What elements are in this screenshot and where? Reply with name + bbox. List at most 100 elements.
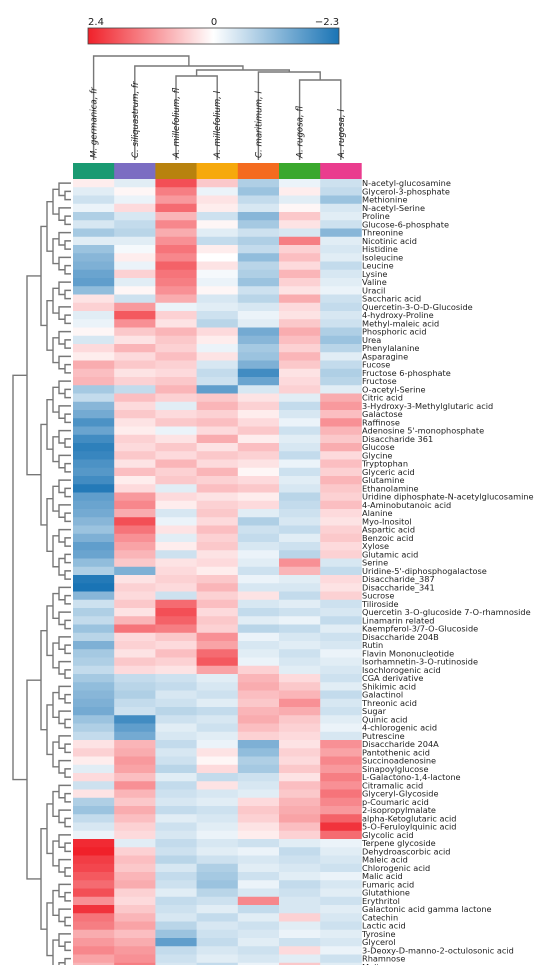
heatmap-cell [196,731,239,741]
heatmap-cell [73,542,115,551]
heatmap-cell [279,533,321,543]
heatmap-cell [279,814,321,823]
heatmap-cell [155,187,197,196]
heatmap-cell [155,946,197,955]
row-label: Tryptophan [361,459,408,469]
heatmap-cell [155,616,197,625]
heatmap-cell [73,591,115,601]
column-group-color [237,163,280,179]
heatmap-cell [237,682,280,691]
heatmap-cell [196,608,239,617]
heatmap-cell [196,855,239,865]
heatmap-cell [155,707,197,716]
heatmap-cell [155,228,197,238]
heatmap-cell [196,385,239,394]
column-label: C. siliquastrum, fr [131,81,141,158]
heatmap-cell [155,434,197,444]
heatmap-cell [320,723,362,733]
heatmap-cell [279,929,321,939]
heatmap-cell [320,476,362,485]
heatmap-cell [279,410,321,419]
heatmap-cell [196,302,239,312]
heatmap-cell [237,434,280,444]
heatmap-cell [73,599,115,609]
row-label: Glycerol-3-phosphate [362,186,450,196]
row-dendrogram-link [64,743,71,754]
row-dendrogram-link [64,693,71,704]
heatmap-cell [155,698,197,708]
row-label: Benzoic acid [362,533,414,543]
row-dendrogram-link [64,537,71,547]
heatmap-cell [237,269,280,279]
heatmap-cell [73,946,115,955]
heatmap-cell [114,674,156,683]
heatmap-cell [279,360,321,370]
row-label: Phosphoric acid [362,327,427,337]
heatmap-cell [237,855,280,865]
heatmap-cell [155,657,197,667]
heatmap-cell [320,839,362,848]
heatmap-cell [196,484,239,493]
heatmap-cell [320,740,362,749]
heatmap-cell [196,492,239,502]
heatmap-cell [196,616,239,625]
heatmap-cell [279,707,321,716]
heatmap-cell [114,187,156,196]
heatmap-cell [237,467,280,477]
heatmap-cell [114,269,156,279]
heatmap-cell [114,657,156,667]
heatmap-cell [114,896,156,906]
heatmap-cell [114,723,156,733]
heatmap-cell [320,253,362,262]
heatmap-cell [196,434,239,444]
heatmap-cell [320,377,362,386]
heatmap-cell [114,649,156,658]
row-dendrogram-link [26,679,41,880]
heatmap-cell [237,410,280,419]
heatmap-cell [114,261,156,271]
heatmap-cell [279,715,321,724]
row-dendrogram-link [52,287,59,314]
heatmap-cell [73,352,115,361]
row-label: 4-chlorogenic acid [362,723,437,733]
column-group-color [279,163,321,179]
heatmap-cell [320,533,362,543]
heatmap-cell [114,797,156,807]
column-dendrogram [92,55,342,160]
heatmap-cell [155,492,197,502]
heatmap-cell [155,525,197,535]
heatmap-cell [320,896,362,906]
heatmap-cell [114,377,156,386]
heatmap-cell [237,286,280,295]
row-dendrogram-link [40,225,47,327]
heatmap-cell [279,657,321,667]
row-dendrogram-link [64,669,71,679]
heatmap-cell [155,880,197,889]
row-label: Xylose [362,541,389,551]
heatmap-cell [155,781,197,790]
column-label: A. rugosa, l [337,109,347,159]
heatmap-cell [73,377,115,386]
heatmap-cell [320,748,362,757]
row-dendrogram-link [64,512,71,523]
heatmap-cell [237,822,280,832]
heatmap-cell [155,319,197,328]
heatmap-cell [279,748,321,757]
heatmap-cell [73,476,115,485]
heatmap-cell [155,665,197,675]
heatmap-cell [114,575,156,584]
heatmap-cell [196,278,239,287]
heatmap-cell [279,863,321,873]
row-dendrogram-link [52,188,59,215]
heatmap-cell [73,525,115,535]
heatmap-cell [237,195,280,205]
row-dendrogram-link [64,957,71,965]
heatmap-cell [73,393,115,403]
row-label: Isochlorogenic acid [362,665,441,675]
heatmap-cell [279,418,321,427]
heatmap-cell [279,624,321,634]
heatmap-cell [114,385,156,394]
row-dendrogram-link [52,840,59,867]
heatmap-cell [320,690,362,700]
heatmap-cell [73,896,115,906]
